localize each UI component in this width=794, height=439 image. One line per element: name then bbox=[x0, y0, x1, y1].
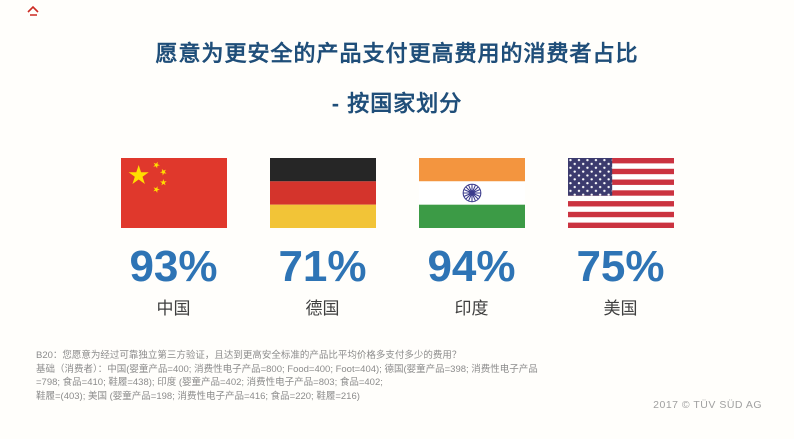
flags-row: 93% 中国 71% 德国 bbox=[0, 158, 794, 319]
chart-subtitle: - 按国家划分 bbox=[331, 91, 463, 116]
india-flag-icon bbox=[418, 158, 525, 228]
country-column-china: 93% 中国 bbox=[120, 158, 227, 319]
footnote-line-3: =798; 食品=410; 鞋履=438); 印度 (婴童产品=402; 消费性… bbox=[36, 377, 383, 388]
china-flag-icon bbox=[120, 158, 227, 228]
footnote: B20：您愿意为经过可靠独立第三方验证，且达到更高安全标准的产品比平均价格多支付… bbox=[36, 349, 576, 403]
value-usa: 75% bbox=[576, 242, 665, 291]
label-china: 中国 bbox=[156, 299, 191, 318]
copyright-notice: 2017 © TÜV SÜD AG bbox=[653, 399, 762, 411]
country-column-india: 94% 印度 bbox=[418, 158, 525, 319]
country-column-germany: 71% 德国 bbox=[269, 158, 376, 319]
value-india: 94% bbox=[427, 242, 516, 291]
label-germany: 德国 bbox=[305, 299, 340, 318]
red-mark-icon bbox=[27, 5, 39, 16]
usa-flag-icon bbox=[567, 158, 674, 228]
value-china: 93% bbox=[129, 242, 218, 291]
germany-flag-icon bbox=[269, 158, 376, 228]
chart-title: 愿意为更安全的产品支付更高费用的消费者占比 bbox=[155, 41, 639, 66]
value-germany: 71% bbox=[278, 242, 367, 291]
country-column-usa: 75% 美国 bbox=[567, 158, 674, 319]
label-usa: 美国 bbox=[603, 299, 638, 318]
footnote-line-4: 鞋履=(403); 美国 (婴童产品=198; 消费性电子产品=416; 食品=… bbox=[36, 390, 360, 402]
label-india: 印度 bbox=[454, 299, 489, 318]
footnote-line-2: 基础（消费者）：中国(婴童产品=400; 消费性电子产品=800; Food=4… bbox=[36, 363, 538, 375]
footnote-line-1: B20：您愿意为经过可靠独立第三方验证，且达到更高安全标准的产品比平均价格多支付… bbox=[36, 350, 462, 361]
